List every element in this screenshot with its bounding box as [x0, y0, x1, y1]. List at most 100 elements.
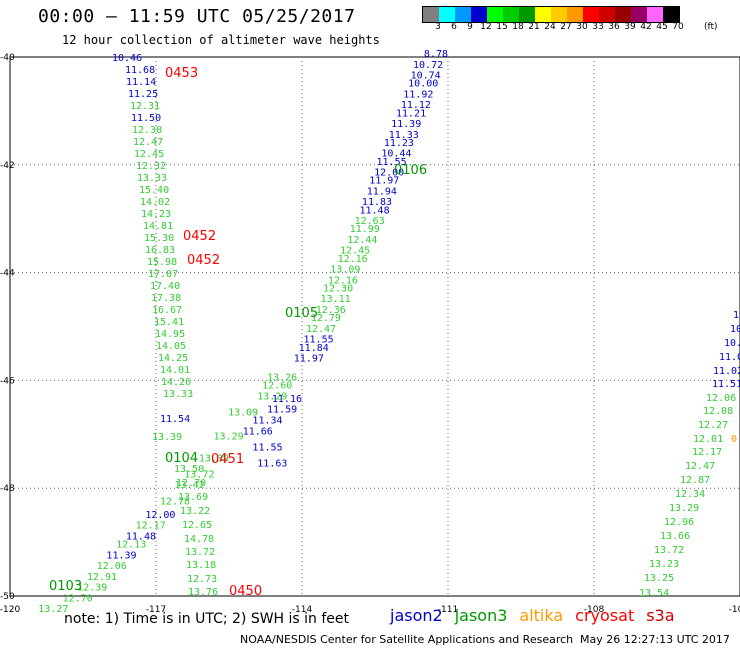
wave-height-value: 12.17	[136, 521, 166, 532]
wave-height-value: 11.23	[384, 138, 414, 149]
lon-tick-label: -10	[729, 605, 740, 615]
color-scale-tick: 70	[672, 22, 684, 32]
wave-height-value: 11.51	[712, 379, 740, 390]
wave-height-value: 13.33	[163, 389, 193, 400]
wave-height-value: 11.55	[252, 442, 282, 453]
color-scale-tick: 39	[624, 22, 636, 32]
pass-time-label: 0106	[394, 163, 427, 178]
map-subtitle: 12 hour collection of altimeter wave hei…	[62, 33, 380, 47]
color-swatch	[551, 7, 567, 22]
pass-time-label: 0105	[285, 306, 318, 321]
footer-note: note: 1) Time is in UTC; 2) SWH is in fe…	[64, 611, 350, 627]
wave-height-value: 11.55	[377, 157, 407, 168]
wave-height-value: 12.73	[187, 574, 217, 585]
legend-item-cryosat: cryosat	[575, 606, 635, 625]
lon-tick-label: -114	[292, 605, 313, 615]
wave-height-value: 12.63	[355, 216, 385, 227]
lon-tick-label: -111	[438, 605, 458, 615]
pass-time-label: 0450	[229, 584, 262, 599]
color-scale-tick: 36	[608, 22, 620, 32]
wave-height-value: 10	[733, 310, 740, 321]
wave-height-value: 14.81	[143, 221, 173, 232]
lon-tick-label: -108	[584, 605, 605, 615]
pass-time-label: 0451	[211, 452, 244, 467]
wave-height-value: 10.46	[112, 53, 142, 64]
wave-height-value: 11.55	[304, 335, 334, 346]
wave-height-value: 12.36	[316, 305, 346, 316]
color-scale-tick: 18	[512, 22, 524, 32]
wave-height-value: 15.41	[154, 317, 184, 328]
wave-height-value: 10.44	[381, 149, 411, 160]
wave-height-value: 14.02	[140, 197, 170, 208]
pass-time-label: 0104	[165, 451, 198, 466]
color-scale-tick: 33	[592, 22, 604, 32]
wave-height-value: 12.79	[311, 313, 341, 324]
wave-height-value: 15.98	[147, 257, 177, 268]
color-swatch	[471, 7, 487, 22]
color-scale-unit: (ft)	[704, 22, 718, 32]
wave-height-value: 15.30	[144, 233, 174, 244]
wave-height-value: 12.70	[63, 593, 93, 604]
color-swatch	[535, 7, 551, 22]
wave-height-value: 11.97	[294, 354, 324, 365]
wave-height-value: 13.25	[644, 573, 674, 584]
wave-height-value: 10.00	[408, 79, 438, 90]
lat-tick-label: -40	[0, 53, 15, 63]
color-swatch	[487, 7, 503, 22]
wave-height-value: 13.50	[174, 464, 204, 475]
color-scale-tick: 21	[528, 22, 540, 32]
wave-height-value: 11.25	[128, 89, 158, 100]
wave-height-value: 13.09	[228, 407, 258, 418]
wave-height-value: 11.16	[272, 394, 302, 405]
wave-height-value: 17.07	[148, 269, 178, 280]
satellite-legend: jason2 jason3 altika cryosat s3a	[390, 606, 687, 625]
wave-height-value: 12.13	[116, 539, 146, 550]
color-scale-tick: 42	[640, 22, 652, 32]
lat-tick-label: -48	[0, 484, 15, 494]
color-swatch	[647, 7, 663, 22]
wave-height-value: 11.63	[257, 459, 287, 470]
legend-item-altika: altika	[519, 606, 564, 625]
wave-height-value: 14.95	[155, 329, 185, 340]
wave-height-value: 12.00	[145, 510, 175, 521]
color-scale-tick: 30	[576, 22, 588, 32]
wave-height-value: 12.16	[328, 275, 358, 286]
color-swatch	[455, 7, 471, 22]
wave-height-value: 13.69	[178, 492, 208, 503]
wave-height-value: 13.18	[186, 560, 216, 571]
color-swatch	[439, 7, 455, 22]
lon-tick-label: -117	[146, 605, 166, 615]
wave-height-value: 12.16	[338, 254, 368, 265]
color-scale-labels: 3 6 9 12 15 18 21 24 27 30 33 36 39 42 45 70	[422, 22, 740, 34]
wave-height-value: 11.94	[367, 186, 397, 197]
wave-height-value: 13.42	[175, 480, 205, 491]
lat-tick-label: -44	[0, 269, 15, 279]
color-scale-tick: 3	[435, 22, 441, 32]
wave-height-value: 12.34	[675, 489, 705, 500]
wave-height-value: 15.40	[139, 185, 169, 196]
wave-height-value: 17.40	[150, 281, 180, 292]
color-swatch	[631, 7, 647, 22]
wave-height-value: 12.78	[160, 496, 190, 507]
color-swatch	[567, 7, 583, 22]
wave-height-value: 12.47	[306, 324, 336, 335]
wave-height-value: 13.39	[199, 453, 229, 464]
color-swatch	[599, 7, 615, 22]
wave-height-value: 12.39	[77, 583, 107, 594]
wave-height-value: 12.06	[706, 393, 736, 404]
wave-height-value: 13.54	[639, 588, 669, 599]
color-swatch	[663, 7, 679, 22]
wave-height-value: 11.50	[131, 113, 161, 124]
wave-height-value: 13.11	[321, 294, 351, 305]
color-scale-tick: 9	[467, 22, 473, 32]
color-scale-tick: 24	[544, 22, 556, 32]
wave-height-value: 12.17	[692, 447, 722, 458]
wave-height-value: 11.92	[403, 89, 433, 100]
lat-tick-label: -50	[0, 592, 15, 602]
wave-height-value: 12.47	[685, 461, 715, 472]
wave-height-value: 13.29	[257, 391, 287, 402]
color-scale-tick: 6	[451, 22, 457, 32]
wave-height-value: 12.31	[130, 101, 160, 112]
color-swatch	[615, 7, 631, 22]
wave-height-value: 12.45	[134, 149, 164, 160]
